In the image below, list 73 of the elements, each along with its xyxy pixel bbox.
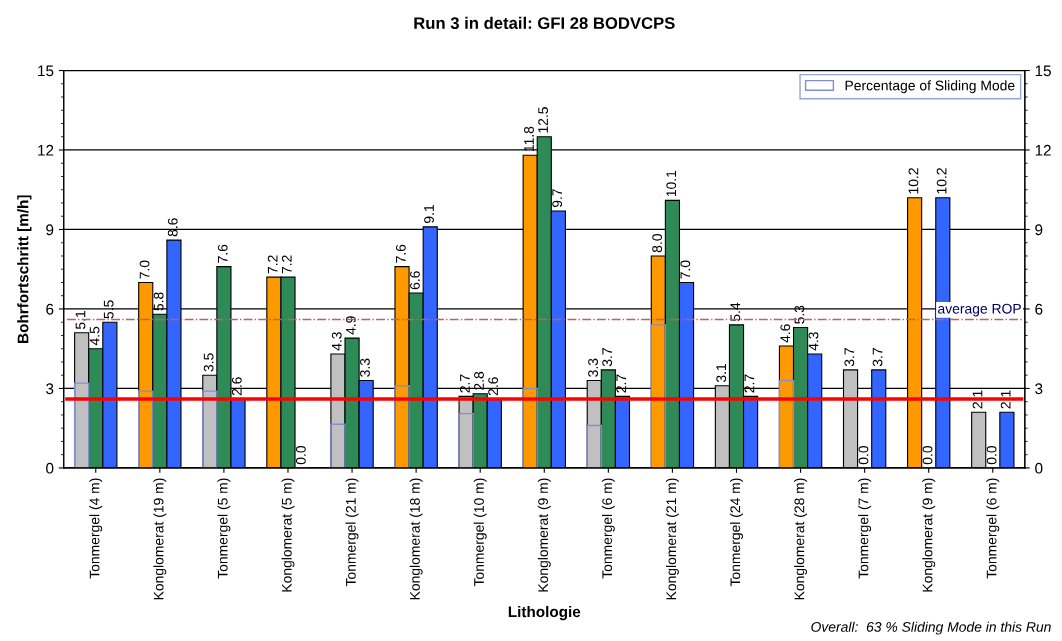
y-tick-label: 0 [46,462,54,474]
data-label: 5.3 [794,305,805,324]
data-label: 3.7 [872,348,883,367]
y2-tick-label: 6 [1035,303,1043,315]
data-label: 0.0 [922,445,933,465]
y2-tick-label: 9 [1035,224,1043,236]
y-tick-label: 15 [38,65,54,77]
data-label: 7.6 [395,244,406,263]
y-tick-label: 9 [46,224,54,236]
x-tick-label: Tonmergel (5 m) [217,478,231,579]
data-label: 0.0 [986,445,997,465]
x-tick-label: Tonmergel (7 m) [858,478,872,579]
x-tick-label: Konglomerat (9 m) [537,478,551,592]
data-label: 7.6 [217,244,228,263]
data-label: 6.6 [410,271,420,290]
data-label: 0.0 [858,445,869,465]
x-tick-label: Konglomerat (9 m) [922,478,936,592]
y2-tick-label: 15 [1035,65,1051,77]
x-tick-label: Konglomerat (19 m) [153,478,167,600]
x-tick-label: Konglomerat (18 m) [409,478,423,600]
data-label: 3.7 [844,348,855,367]
data-label: 4.3 [331,332,342,351]
data-label: 2.1 [972,390,983,409]
data-label: 5.1 [75,311,86,330]
x-tick-label: Tonmergel (4 m) [89,478,103,579]
x-tick-label: Tonmergel (6 m) [601,478,615,579]
data-label: 10.2 [908,168,919,194]
data-label: 10.2 [936,168,947,194]
data-label: 2.6 [488,377,499,396]
ref-line-label: average ROP [938,303,1021,317]
data-label: 4.6 [780,324,791,343]
x-tick-label: Tonmergel (21 m) [345,478,359,587]
text: Overall: 63 % Sliding Mode in this Run [811,621,1051,635]
data-label: 7.0 [139,260,150,279]
chart-title: Run 3 in detail: GFI 28 BODVCPS [414,16,675,30]
data-label: 7.0 [680,260,691,279]
data-label: 12.5 [538,107,548,133]
data-label: 3.1 [716,363,727,383]
x-tick-label: Konglomerat (5 m) [281,478,295,592]
y-tick-label: 12 [38,144,54,156]
data-label: 9.7 [552,189,563,208]
data-label: 8.0 [652,234,663,253]
data-label: 9.1 [424,205,434,223]
data-label: 4.5 [89,326,100,346]
y-tick-label: 3 [46,383,54,395]
data-label: 4.3 [808,332,819,351]
data-label: 10.1 [666,170,677,197]
x-tick-label: Tonmergel (6 m) [986,478,1000,579]
data-label: 2.6 [231,377,242,396]
data-label: 7.2 [281,255,292,274]
x-axis-title: Lithologie [508,605,581,621]
data-label: 7.2 [267,255,278,274]
y-tick-label: 6 [46,303,54,315]
y2-tick-label: 3 [1035,383,1043,395]
data-label: 5.5 [103,300,114,319]
x-tick-label: Tonmergel (24 m) [730,478,743,587]
x-tick-label: Tonmergel (10 m) [473,478,487,587]
data-label: 2.1 [1000,390,1011,409]
data-label: 0.0 [295,445,306,465]
data-label: 4.9 [345,316,356,335]
y-axis-title: Bohrfortschritt [m/h] [17,195,32,343]
y2-tick-label: 12 [1035,144,1051,156]
data-label: 8.6 [167,218,178,237]
y2-tick-label: 0 [1035,462,1043,474]
data-label: 11.8 [524,126,534,152]
data-label: 3.3 [360,358,370,377]
x-tick-label: Konglomerat (21 m) [665,478,679,600]
data-label: 3.7 [602,348,613,367]
x-tick-label: Konglomerat (28 m) [794,478,808,600]
data-label: 3.5 [203,353,214,372]
data-label: 5.8 [153,292,164,311]
legend-label: Percentage of Sliding Mode [845,80,1015,94]
data-label: 3.3 [588,358,598,377]
